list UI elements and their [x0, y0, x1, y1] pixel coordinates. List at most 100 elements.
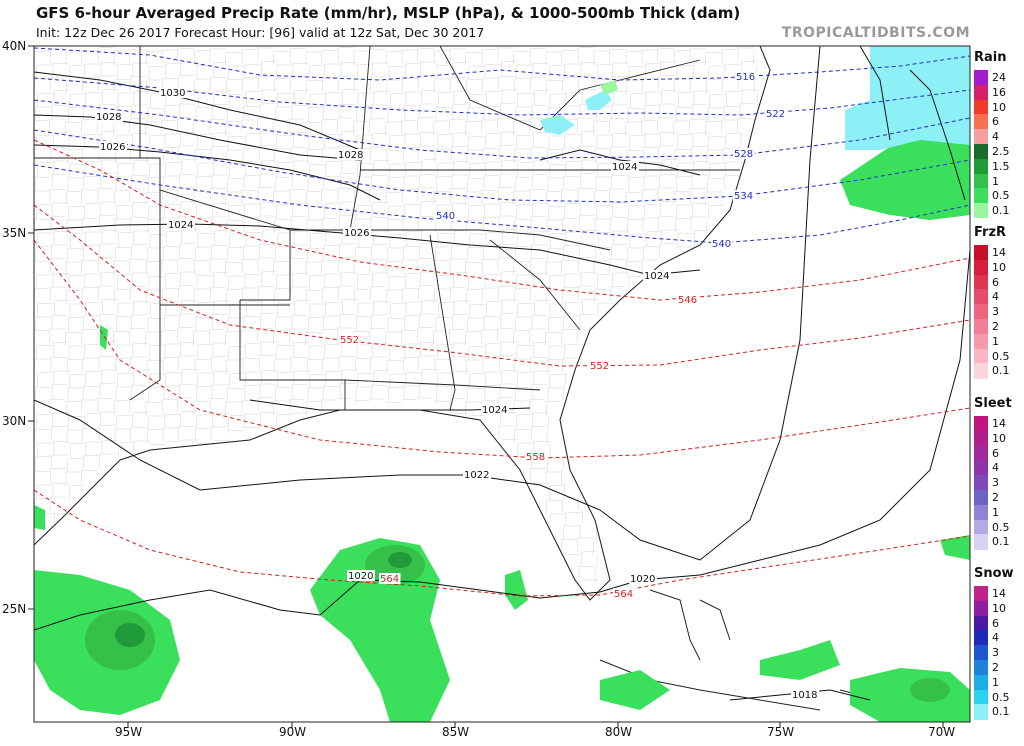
axis-ticks — [28, 45, 944, 728]
legend-swatch-sleet — [974, 445, 988, 461]
legend-label-snow: 6 — [992, 616, 999, 630]
thickness-label-red: 564 — [380, 574, 399, 585]
isobar-label: 1018 — [792, 690, 817, 701]
legend-label-frzr: 2 — [992, 320, 999, 333]
legend-swatch-rain — [974, 144, 988, 160]
legend-swatch-frzr — [974, 289, 988, 305]
legend-label-rain: 16 — [992, 85, 1006, 99]
legend-swatch-rain — [974, 158, 988, 175]
legend-title-rain: Rain — [974, 50, 1007, 65]
legend-swatch-frzr — [974, 245, 988, 261]
legend-swatch-rain — [974, 203, 988, 219]
lon-label-75w: 75W — [767, 725, 795, 739]
legend-label-frzr: 10 — [992, 260, 1006, 274]
isobar-label: 1020 — [348, 571, 373, 582]
legend-swatch-frzr — [974, 333, 988, 350]
legend-label-rain: 1 — [992, 174, 999, 188]
legend-label-sleet: 10 — [992, 431, 1006, 445]
legend-swatch-snow — [974, 674, 988, 691]
legend-swatch-snow — [974, 586, 988, 602]
legend-swatch-rain — [974, 173, 988, 189]
lon-label-80w: 80W — [605, 725, 633, 739]
map-frame — [33, 45, 971, 723]
thickness-label-red: 552 — [590, 361, 609, 372]
chart-subtitle: Init: 12z Dec 26 2017 Forecast Hour: [96… — [36, 25, 485, 40]
legend-label-sleet: 3 — [992, 476, 999, 490]
legend-swatch-frzr — [974, 274, 988, 290]
legend-swatch-sleet — [974, 416, 988, 432]
legend-swatch-frzr — [974, 363, 988, 379]
isobar-lines — [34, 46, 970, 701]
legend-swatch-rain — [974, 114, 988, 130]
chart-title: GFS 6-hour Averaged Precip Rate (mm/hr),… — [36, 4, 741, 22]
legend-label-sleet: 4 — [992, 461, 999, 475]
legend-swatch-rain — [974, 84, 988, 101]
legend-swatch-rain — [974, 70, 988, 86]
legend-swatch-frzr — [974, 304, 988, 320]
legend-swatch-sleet — [974, 504, 988, 521]
isobar-label: 1028 — [96, 112, 121, 123]
legend-label-sleet: 14 — [992, 417, 1006, 430]
lat-label-40n: 40N — [2, 39, 27, 53]
lon-label-70w: 70W — [928, 725, 956, 739]
legend-swatch-snow — [974, 704, 988, 720]
legend-title-snow: Snow — [974, 566, 1014, 581]
legend-swatch-frzr — [974, 259, 988, 276]
lat-label-25n: 25N — [2, 602, 27, 616]
thickness-label-blue: 516 — [736, 72, 755, 83]
legend-label-rain: 0.5 — [992, 189, 1010, 203]
legend-label-sleet: 2 — [992, 491, 999, 504]
legend-swatch-frzr — [974, 348, 988, 364]
legend-label-rain: 1.5 — [992, 159, 1010, 173]
isobar-label: 1024 — [482, 405, 507, 416]
legend-swatch-sleet — [974, 430, 988, 447]
legend-label-frzr: 3 — [992, 305, 999, 319]
legend-label-frzr: 0.5 — [992, 349, 1010, 363]
legend-swatch-snow — [974, 645, 988, 661]
thickness-blue-lines — [34, 47, 970, 244]
isobar-label: 1028 — [338, 150, 363, 161]
thickness-label-red: 546 — [678, 295, 697, 306]
legend-label-frzr: 14 — [992, 246, 1006, 259]
county-lines — [34, 46, 759, 584]
legend-label-snow: 14 — [992, 587, 1006, 600]
isobar-label: 1026 — [100, 142, 125, 153]
thickness-red-lines — [34, 139, 970, 597]
legend-label-sleet: 6 — [992, 446, 999, 460]
legend-swatch-rain — [974, 99, 988, 115]
legend-swatch-snow — [974, 615, 988, 631]
isobar-label: 1024 — [612, 162, 637, 173]
isobar-label: 1020 — [630, 574, 655, 585]
legend-label-frzr: 0.1 — [992, 364, 1010, 378]
legend-label-frzr: 1 — [992, 334, 999, 348]
legend-swatch-snow — [974, 600, 988, 617]
lat-label-35n: 35N — [2, 226, 27, 240]
legend-label-snow: 10 — [992, 601, 1006, 615]
thickness-label-red: 564 — [614, 589, 633, 600]
isobar-label: 1022 — [464, 470, 489, 481]
legend-swatch-sleet — [974, 519, 988, 535]
legend-label-sleet: 1 — [992, 505, 999, 519]
thickness-label-red: 558 — [526, 452, 545, 463]
legend-label-sleet: 0.1 — [992, 535, 1010, 549]
legend-label-snow: 4 — [992, 631, 999, 645]
legend-title-frzr: FrzR — [974, 225, 1007, 240]
thickness-label-blue: 534 — [734, 191, 753, 202]
thickness-label-blue: 522 — [766, 109, 785, 120]
thickness-label-blue: 540 — [436, 211, 455, 222]
isobar-label: 1030 — [160, 88, 185, 99]
legend-label-snow: 3 — [992, 646, 999, 660]
legend-label-snow: 0.5 — [992, 690, 1010, 704]
legend-swatch-rain — [974, 188, 988, 204]
isobar-label: 1024 — [168, 220, 193, 231]
legend-label-rain: 6 — [992, 115, 999, 129]
legend-swatch-sleet — [974, 475, 988, 491]
lon-label-90w: 90W — [279, 725, 307, 739]
legend-swatch-frzr — [974, 319, 988, 335]
legend-label-rain: 24 — [992, 71, 1006, 84]
lon-label-85w: 85W — [442, 725, 470, 739]
thickness-label-red: 552 — [340, 335, 359, 346]
lon-label-95w: 95W — [115, 725, 143, 739]
legend-label-frzr: 4 — [992, 290, 999, 304]
